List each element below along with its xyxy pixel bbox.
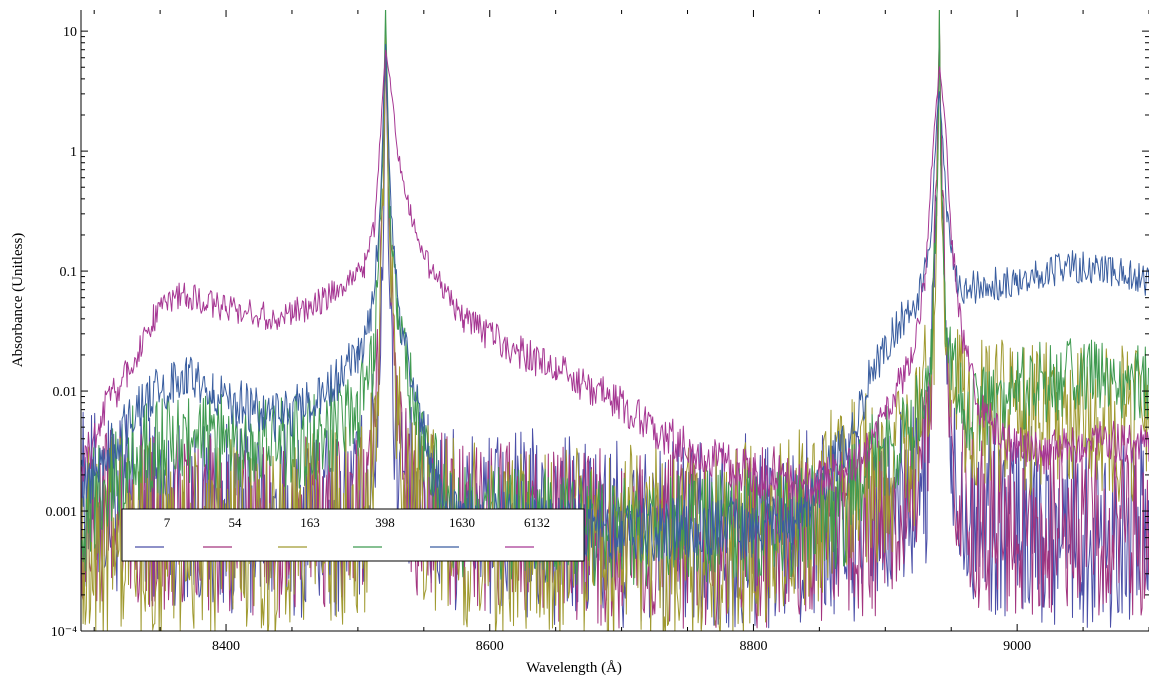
y-tick-label: 10⁻⁴	[51, 625, 77, 640]
series-line-1630	[81, 43, 1149, 563]
legend-label: 163	[300, 515, 320, 530]
legend-label: 398	[375, 515, 395, 530]
legend-box	[121, 508, 585, 562]
series-line-6132	[81, 49, 1149, 505]
series-line-163	[81, 10, 1149, 631]
ticks: 8400 8600 8800 9000 10⁻⁴ 0.001 0.01 0.1 1 10	[46, 10, 1149, 654]
y-tick-label: 0.01	[53, 385, 78, 400]
legend: 7 54 163 398 1630 6132	[121, 508, 585, 562]
legend-label: 6132	[524, 515, 550, 530]
x-tick-label: 8800	[739, 639, 767, 654]
x-tick-label: 9000	[1003, 639, 1031, 654]
y-tick-label: 10	[63, 25, 77, 40]
x-tick-label: 8400	[212, 639, 240, 654]
legend-label: 1630	[449, 515, 475, 530]
y-axis-label: Absorbance (Unitless)	[10, 233, 26, 368]
y-tick-label: 1	[70, 145, 77, 160]
series-line-398	[81, 10, 1149, 587]
x-tick-label: 8600	[476, 639, 504, 654]
axes	[80, 10, 1149, 632]
legend-label: 7	[164, 515, 171, 530]
y-tick-label: 0.001	[46, 505, 78, 520]
y-tick-label: 0.1	[60, 265, 78, 280]
legend-label: 54	[229, 515, 243, 530]
x-axis-label: Wavelength (Å)	[526, 660, 622, 676]
series-layer	[81, 10, 1149, 631]
